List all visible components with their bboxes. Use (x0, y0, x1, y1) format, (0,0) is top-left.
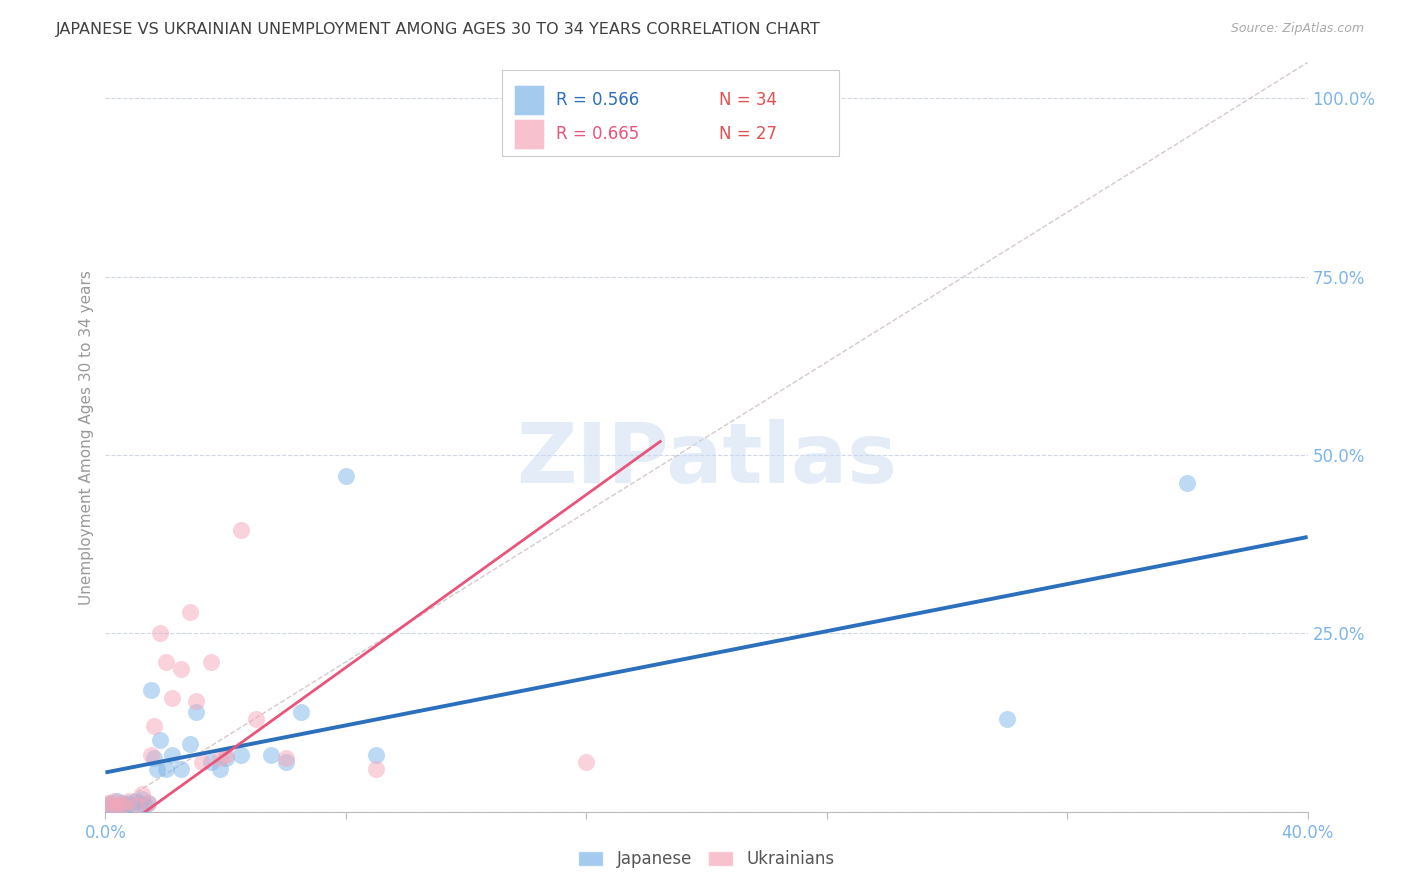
Point (335, 469, 357, 483)
Point (110, 797, 132, 812)
Point (124, 794, 146, 808)
Point (100, 796, 122, 810)
Point (142, 751, 165, 765)
Point (214, 747, 236, 762)
Point (169, 662, 191, 676)
Point (179, 605, 201, 619)
Point (110, 796, 132, 810)
Point (128, 796, 150, 810)
Point (103, 799, 125, 814)
Point (274, 755, 297, 769)
Point (229, 747, 252, 762)
Text: R = 0.566: R = 0.566 (557, 91, 640, 109)
Text: ZIPatlas: ZIPatlas (516, 419, 897, 500)
Point (124, 797, 146, 812)
Point (100, 797, 122, 812)
Legend: Japanese, Ukrainians: Japanese, Ukrainians (571, 843, 842, 874)
Point (575, 755, 598, 769)
Point (148, 626, 170, 640)
Point (364, 762, 387, 776)
Text: Source: ZipAtlas.com: Source: ZipAtlas.com (1230, 22, 1364, 36)
Point (118, 796, 141, 810)
Point (200, 755, 222, 769)
Point (229, 523, 252, 537)
Point (103, 794, 125, 808)
Point (118, 794, 141, 808)
FancyBboxPatch shape (502, 70, 839, 156)
Point (184, 694, 207, 708)
Point (148, 733, 170, 747)
Point (364, 747, 387, 762)
FancyBboxPatch shape (515, 119, 544, 149)
FancyBboxPatch shape (515, 85, 544, 115)
Point (139, 747, 162, 762)
Point (97, 797, 120, 812)
Point (131, 792, 153, 806)
Point (184, 705, 207, 719)
Point (214, 751, 236, 765)
Point (1175, 476, 1198, 491)
Point (107, 794, 129, 808)
Point (112, 797, 135, 812)
Point (260, 747, 283, 762)
Point (169, 762, 191, 776)
Text: JAPANESE VS UKRAINIAN UNEMPLOYMENT AMONG AGES 30 TO 34 YEARS CORRELATION CHART: JAPANESE VS UKRAINIAN UNEMPLOYMENT AMONG… (56, 22, 821, 37)
Point (208, 751, 231, 765)
Text: R = 0.665: R = 0.665 (557, 125, 640, 143)
Point (145, 762, 167, 776)
Point (274, 751, 297, 765)
Text: N = 27: N = 27 (718, 125, 776, 143)
Point (136, 796, 159, 810)
Point (995, 712, 1018, 726)
Point (160, 747, 183, 762)
Point (139, 683, 162, 698)
Point (112, 796, 135, 810)
Point (290, 705, 312, 719)
Point (179, 737, 201, 751)
Point (155, 762, 177, 776)
Point (208, 762, 231, 776)
Point (142, 719, 165, 733)
Point (131, 787, 153, 801)
Point (190, 755, 212, 769)
Point (107, 799, 129, 814)
Point (200, 655, 222, 669)
Point (155, 655, 177, 669)
Y-axis label: Unemployment Among Ages 30 to 34 years: Unemployment Among Ages 30 to 34 years (79, 269, 94, 605)
Point (97, 796, 120, 810)
Point (160, 690, 183, 705)
Point (136, 796, 159, 810)
Point (134, 797, 156, 812)
Point (121, 797, 143, 812)
Point (245, 712, 267, 726)
Text: N = 34: N = 34 (718, 91, 776, 109)
Point (115, 799, 138, 814)
